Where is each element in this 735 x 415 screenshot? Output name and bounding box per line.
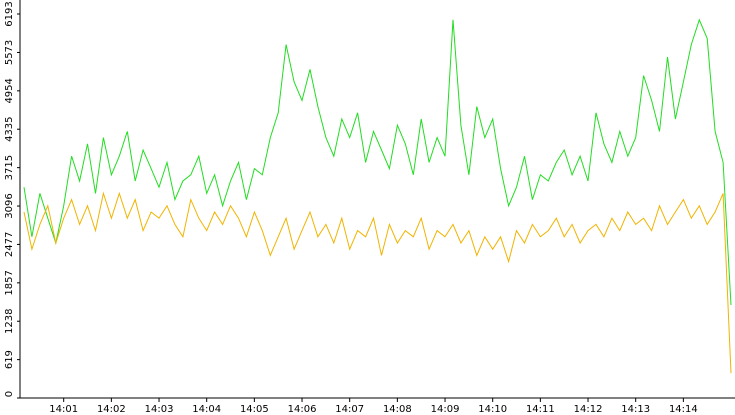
- x-tick-label: 14:06: [288, 404, 317, 415]
- y-tick-label: 3715: [4, 155, 15, 180]
- x-tick-label: 14:02: [97, 404, 126, 415]
- x-tick-label: 14:13: [621, 404, 650, 415]
- x-tick-label: 14:11: [526, 404, 555, 415]
- series-line: [23, 191, 732, 374]
- y-tick-label: 0: [4, 391, 15, 397]
- y-tick-label: 3096: [4, 193, 15, 218]
- y-tick-label: 4335: [4, 116, 15, 141]
- x-tick-label: 14:08: [383, 404, 412, 415]
- y-tick-label: 4954: [4, 78, 15, 103]
- y-tick-label: 619: [4, 350, 15, 369]
- y-tick-label: 5573: [4, 40, 15, 65]
- x-tick-label: 14:07: [335, 404, 364, 415]
- x-tick-label: 14:05: [240, 404, 269, 415]
- y-tick-label: 1238: [4, 309, 15, 334]
- x-tick-label: 14:09: [431, 404, 460, 415]
- y-tick-label: 6193: [4, 1, 15, 26]
- x-tick-label: 14:10: [478, 404, 507, 415]
- y-tick-label: 1857: [4, 270, 15, 295]
- series-line: [23, 18, 732, 306]
- x-tick-label: 14:04: [192, 404, 221, 415]
- x-tick-label: 14:14: [669, 404, 698, 415]
- x-tick-label: 14:03: [145, 404, 174, 415]
- y-tick-label: 2477: [4, 232, 15, 257]
- x-tick-label: 14:01: [49, 404, 78, 415]
- x-tick-label: 14:12: [574, 404, 603, 415]
